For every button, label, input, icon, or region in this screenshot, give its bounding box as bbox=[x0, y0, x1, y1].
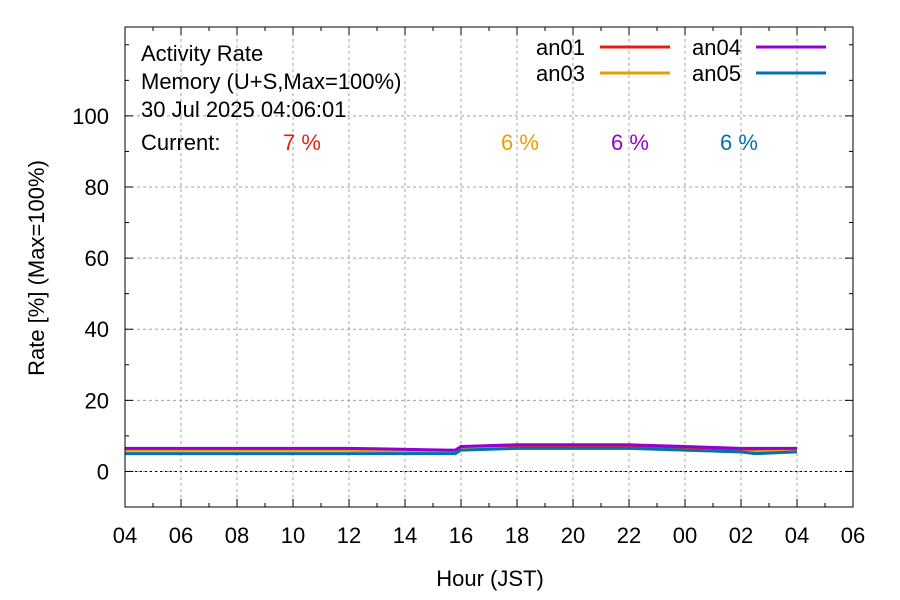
current-value-an05: 6 % bbox=[720, 130, 758, 155]
x-tick-label: 06 bbox=[841, 523, 865, 548]
x-tick-label: 06 bbox=[169, 523, 193, 548]
x-tick-label: 22 bbox=[617, 523, 641, 548]
x-tick-label: 20 bbox=[561, 523, 585, 548]
y-tick-label: 80 bbox=[85, 175, 109, 200]
x-tick-label: 16 bbox=[449, 523, 473, 548]
x-tick-label: 04 bbox=[785, 523, 809, 548]
series-line-an05 bbox=[125, 446, 798, 456]
current-values: 7 % 6 % 6 % 6 % bbox=[283, 130, 758, 155]
y-tick-label: 40 bbox=[85, 317, 109, 342]
legend-label-an01: an01 bbox=[536, 35, 585, 60]
y-tick-label: 0 bbox=[97, 459, 109, 484]
x-tick-label: 18 bbox=[505, 523, 529, 548]
chart-timestamp: 30 Jul 2025 04:06:01 bbox=[141, 97, 347, 122]
series-lines bbox=[125, 443, 798, 456]
x-tick-label: 00 bbox=[673, 523, 697, 548]
series-line-an04 bbox=[125, 443, 797, 452]
legend-label-an03: an03 bbox=[536, 61, 585, 86]
y-tick-label: 100 bbox=[72, 104, 109, 129]
y-tick-label: 60 bbox=[85, 246, 109, 271]
x-tick-label: 08 bbox=[225, 523, 249, 548]
current-value-an04: 6 % bbox=[611, 130, 649, 155]
y-tick-label: 20 bbox=[85, 388, 109, 413]
chart-subtitle: Memory (U+S,Max=100%) bbox=[141, 69, 401, 94]
current-value-an03: 6 % bbox=[501, 130, 539, 155]
x-tick-label: 14 bbox=[393, 523, 417, 548]
y-axis-label: Rate [%] (Max=100%) bbox=[24, 160, 49, 376]
legend-label-an05: an05 bbox=[692, 61, 741, 86]
current-label: Current: bbox=[141, 130, 220, 155]
x-axis-label: Hour (JST) bbox=[436, 566, 544, 591]
current-value-an01: 7 % bbox=[283, 130, 321, 155]
chart-title: Activity Rate bbox=[141, 41, 263, 66]
x-tick-label: 12 bbox=[337, 523, 361, 548]
legend-label-an04: an04 bbox=[692, 35, 741, 60]
axis-ticks: 04 06 08 10 12 14 16 18 20 22 00 02 04 06 0 20 40 60 80 100 bbox=[72, 27, 865, 548]
x-tick-label: 10 bbox=[281, 523, 305, 548]
x-tick-label: 04 bbox=[113, 523, 137, 548]
x-tick-label: 02 bbox=[729, 523, 753, 548]
legend: an01 an04 an03 an05 bbox=[536, 35, 826, 86]
title-block: Activity Rate Memory (U+S,Max=100%) 30 J… bbox=[141, 41, 401, 122]
